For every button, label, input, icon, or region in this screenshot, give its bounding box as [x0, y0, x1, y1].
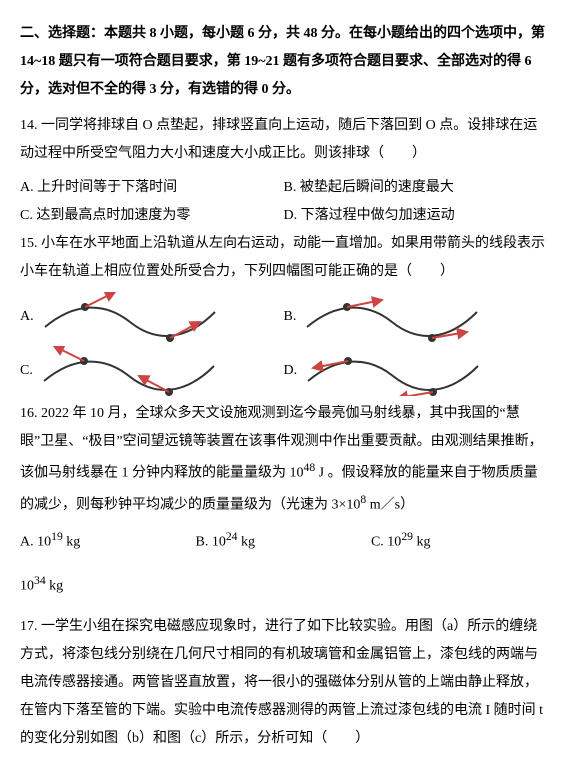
q16-b-exp: 24: [226, 530, 238, 543]
q15-cell-b: B.: [284, 292, 548, 342]
q16-d-exp: 34: [34, 574, 46, 587]
q16-c-pre: C. 10: [371, 535, 401, 550]
q16-d-post: kg: [46, 579, 64, 594]
q15-diagram-d: [303, 346, 483, 396]
q16-c-post: kg: [413, 535, 431, 550]
q15-diagram-c: [39, 346, 219, 396]
q16-c-exp: 29: [401, 530, 413, 543]
q14-option-c: C. 达到最高点时加速度为零: [20, 202, 284, 230]
q15-row-cd: C. D.: [20, 346, 547, 396]
q16-option-c: C. 1029 kg: [371, 525, 546, 557]
section-header: 二、选择题：本题共 8 小题，每小题 6 分，共 48 分。在每小题给出的四个选…: [20, 20, 547, 104]
q14-stem: 14. 一同学将排球自 O 点垫起，排球竖直向上运动，随后下落回到 O 点。设排…: [20, 112, 547, 168]
q17-stem: 17. 一学生小组在探究电磁感应现象时，进行了如下比较实验。用图（a）所示的缠绕…: [20, 613, 547, 753]
q14-option-b: B. 被垫起后瞬间的速度最大: [284, 174, 548, 202]
q15-label-c: C.: [20, 357, 33, 385]
q16-b-post: kg: [237, 535, 255, 550]
q15-stem: 15. 小车在水平地面上沿轨道从左向右运动，动能一直增加。如果用带箭头的线段表示…: [20, 230, 547, 286]
q16-a-pre: A. 10: [20, 535, 51, 550]
q15-label-a: A.: [20, 303, 34, 331]
q16-b-pre: B. 10: [195, 535, 225, 550]
q16-stem-p3: m／s）: [366, 497, 414, 512]
q14-options: A. 上升时间等于下落时间 B. 被垫起后瞬间的速度最大 C. 达到最高点时加速…: [20, 174, 547, 230]
q16-option-a: A. 1019 kg: [20, 525, 195, 557]
q16-options: A. 1019 kg B. 1024 kg C. 1029 kg: [20, 525, 547, 557]
q15-cell-d: D.: [284, 346, 548, 396]
q15-cell-a: A.: [20, 292, 284, 342]
q14-option-a: A. 上升时间等于下落时间: [20, 174, 284, 202]
q15-row-ab: A. B.: [20, 292, 547, 342]
q16-option-b: B. 1024 kg: [195, 525, 370, 557]
q16-a-exp: 19: [51, 530, 63, 543]
q16-a-post: kg: [63, 535, 81, 550]
q15-label-b: B.: [284, 303, 297, 331]
q16-stem: 16. 2022 年 10 月，全球众多天文设施观测到迄今最亮伽马射线暴，其中我…: [20, 400, 547, 519]
q15-diagram-b: [302, 292, 482, 342]
q16-option-d: 1034 kg: [20, 569, 547, 601]
q15-label-d: D.: [284, 357, 298, 385]
q15-cell-c: C.: [20, 346, 284, 396]
q14-option-d: D. 下落过程中做匀加速运动: [284, 202, 548, 230]
q16-exp1: 48: [304, 461, 316, 474]
q15-diagram-a: [40, 292, 220, 342]
q16-d-pre: 10: [20, 579, 34, 594]
